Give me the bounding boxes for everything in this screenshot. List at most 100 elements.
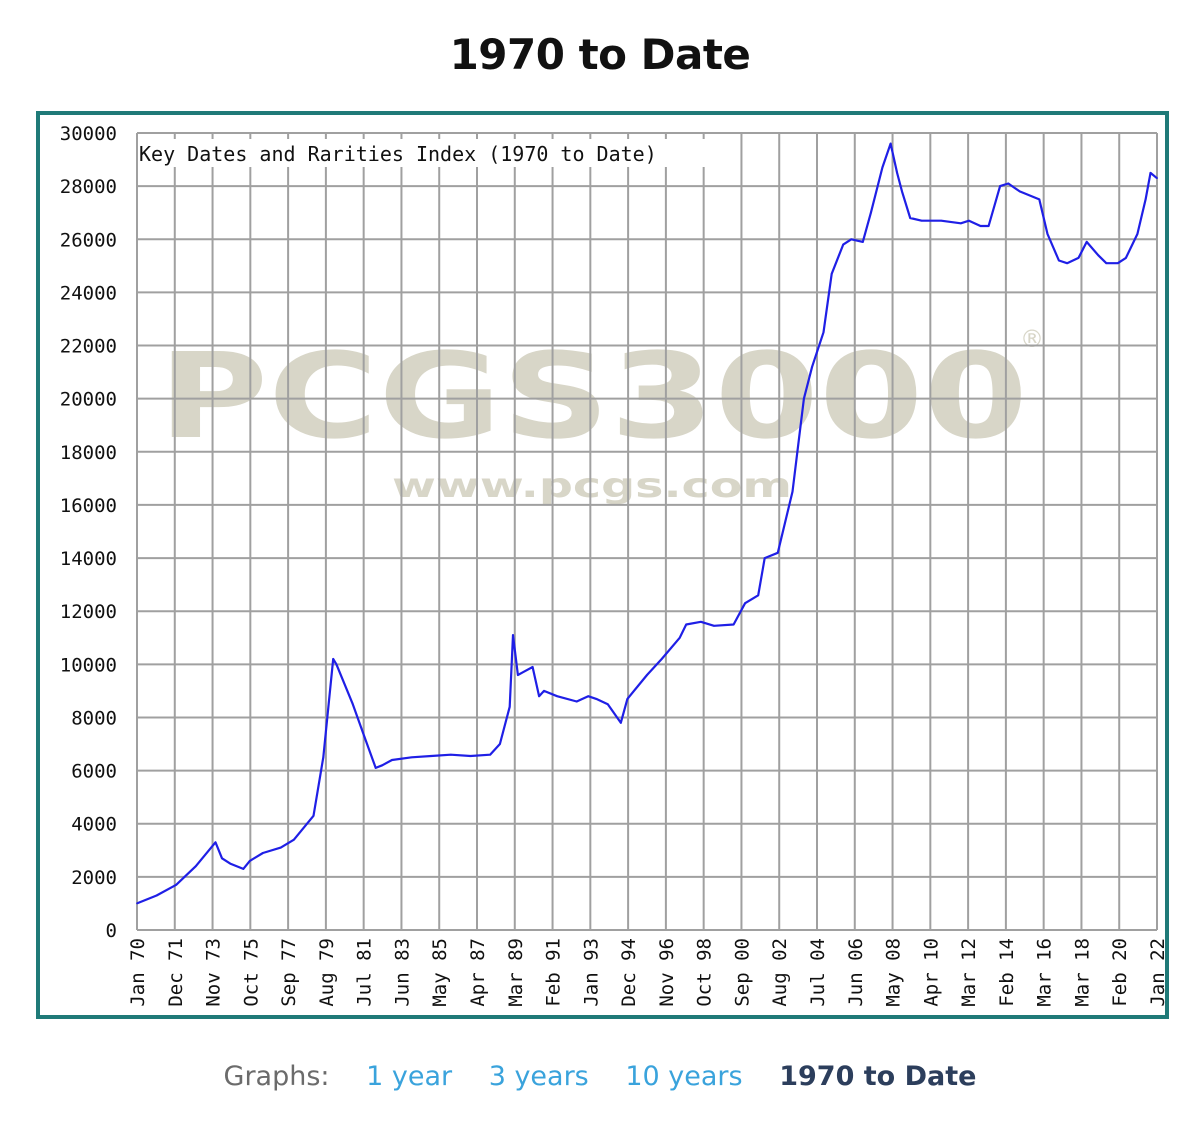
- data-point: [870, 211, 872, 214]
- data-point: [543, 690, 545, 692]
- data-point: [430, 755, 433, 757]
- graph-link-1-year[interactable]: 1 year: [366, 1061, 453, 1092]
- data-point: [757, 594, 759, 597]
- data-point: [842, 243, 844, 246]
- y-tick-label: 4000: [71, 814, 117, 836]
- data-point: [381, 764, 383, 767]
- chart-grid: [136, 132, 1158, 931]
- data-point: [850, 238, 853, 241]
- x-tick-label: Jan 70: [127, 938, 149, 1007]
- data-point: [335, 663, 338, 666]
- data-point: [1105, 262, 1108, 264]
- data-point: [1144, 198, 1147, 201]
- x-tick-label: Jan 22: [1147, 938, 1165, 1007]
- x-tick-label: Sep 00: [731, 938, 753, 1007]
- data-point: [351, 703, 354, 705]
- data-point: [626, 698, 629, 700]
- x-tick-label: Aug 02: [769, 938, 791, 1007]
- y-tick-label: 18000: [60, 442, 117, 464]
- chart-title-layer: Key Dates and Rarities Index (1970 to Da…: [139, 139, 725, 167]
- data-point: [595, 698, 598, 700]
- data-point: [410, 756, 413, 759]
- x-axis-ticks: Jan 70 Dec 71 Nov 73 Oct 75 Sep 77 Aug 79 Jul …: [127, 938, 1165, 1007]
- x-tick-label: Mar 12: [958, 938, 980, 1007]
- data-point: [896, 172, 898, 174]
- y-tick-label: 2000: [71, 867, 117, 889]
- data-point: [940, 219, 943, 222]
- data-point: [469, 755, 472, 757]
- data-point: [508, 706, 511, 708]
- data-point: [685, 623, 688, 626]
- y-tick-label: 14000: [60, 548, 117, 570]
- data-point: [1156, 177, 1158, 179]
- data-point: [909, 217, 911, 219]
- x-tick-label: Dec 71: [165, 938, 187, 1007]
- watermark-url: www.pcgs.com: [392, 466, 792, 506]
- data-point: [732, 623, 735, 626]
- y-tick-label: 26000: [60, 229, 117, 251]
- data-point: [136, 902, 138, 905]
- x-tick-label: Aug 79: [316, 938, 338, 1007]
- data-point: [512, 634, 514, 636]
- pcgs-watermark: PCGS3000® www.pcgs.com: [158, 325, 1044, 506]
- data-point: [1007, 182, 1010, 185]
- series-line: [136, 142, 1158, 905]
- data-point: [575, 700, 578, 703]
- data-point: [587, 695, 589, 698]
- x-tick-label: Mar 89: [505, 938, 527, 1007]
- chart-frame: PCGS3000 ® www.pcgs.com 0 2000 4000 6000 8000 1…: [36, 111, 1169, 1019]
- data-point: [798, 437, 800, 440]
- x-tick-label: Oct 75: [240, 938, 262, 1007]
- data-point: [1085, 241, 1088, 243]
- data-point: [901, 190, 903, 193]
- x-tick-label: Dec 94: [618, 938, 640, 1007]
- y-tick-label: 6000: [71, 761, 117, 783]
- data-point: [713, 625, 715, 627]
- data-point: [214, 841, 217, 844]
- data-point: [822, 331, 825, 334]
- x-tick-label: Nov 73: [203, 938, 225, 1007]
- data-point: [312, 814, 315, 817]
- x-tick-label: Jun 06: [845, 938, 867, 1007]
- x-tick-label: Mar 16: [1034, 938, 1056, 1007]
- data-point: [293, 838, 295, 841]
- data-point: [1018, 190, 1021, 193]
- data-point: [531, 666, 534, 668]
- data-point: [1116, 262, 1119, 264]
- data-point: [620, 721, 622, 724]
- x-tick-label: Mar 18: [1071, 938, 1093, 1007]
- data-point: [700, 621, 702, 623]
- graph-link-3-years[interactable]: 3 years: [488, 1061, 589, 1092]
- data-point: [521, 671, 524, 674]
- data-point: [1149, 172, 1152, 174]
- data-point: [332, 658, 334, 660]
- data-point: [791, 490, 794, 493]
- data-point: [391, 759, 393, 761]
- data-point: [155, 894, 158, 897]
- data-point: [1066, 262, 1068, 264]
- y-tick-label: 24000: [60, 282, 117, 304]
- data-point: [987, 225, 990, 227]
- data-point: [678, 636, 681, 639]
- data-point: [374, 767, 377, 769]
- y-tick-label: 28000: [60, 176, 117, 198]
- data-point: [248, 860, 251, 862]
- data-point: [968, 219, 970, 222]
- data-point: [450, 753, 452, 756]
- watermark-registered: ®: [1020, 325, 1044, 353]
- x-tick-label: Apr 87: [467, 938, 489, 1007]
- graph-nav: Graphs: 1 year 3 years 10 years 1970 to …: [0, 1061, 1200, 1101]
- data-point: [363, 735, 366, 737]
- y-tick-label: 16000: [60, 495, 117, 517]
- data-point: [229, 862, 231, 865]
- y-tick-label: 10000: [60, 654, 117, 676]
- data-point: [1136, 233, 1139, 235]
- watermark-logo: PCGS3000: [158, 327, 1028, 465]
- x-tick-label: May 08: [883, 938, 905, 1007]
- data-point: [960, 222, 962, 225]
- graph-link-10-years[interactable]: 10 years: [625, 1061, 743, 1092]
- data-point: [1046, 233, 1049, 235]
- x-tick-label: Nov 96: [656, 938, 678, 1007]
- data-point: [322, 756, 325, 759]
- data-point: [175, 884, 178, 886]
